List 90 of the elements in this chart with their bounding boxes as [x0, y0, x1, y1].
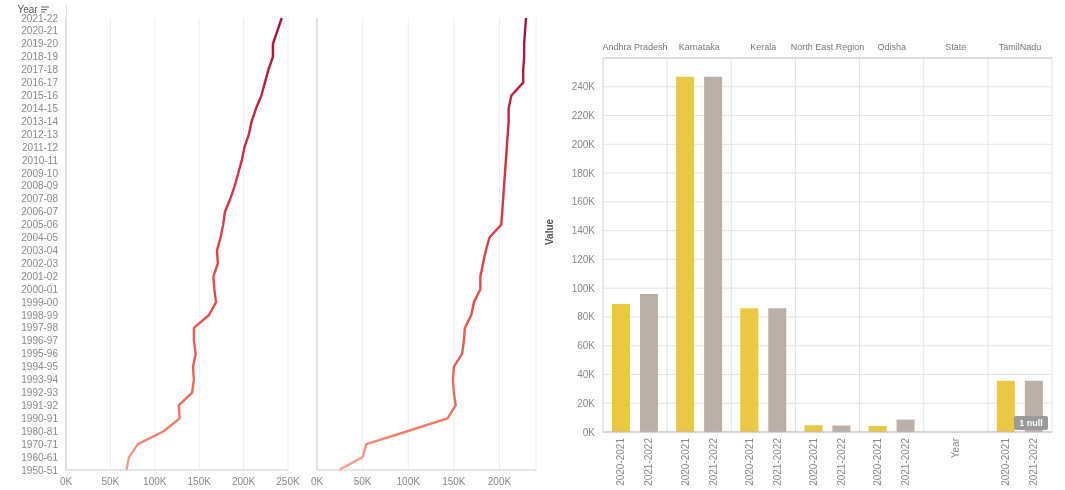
text: 2021-2022	[900, 438, 912, 486]
y-tick-label: 2016-17	[21, 77, 59, 89]
bar	[768, 308, 787, 432]
y-tick-label: 2009-10	[21, 167, 59, 179]
y-tick-label: 2007-08	[21, 193, 59, 205]
y-tick-label: 20K	[577, 397, 596, 409]
y-tick-label: 220K	[571, 110, 596, 122]
text: 2020-2021	[679, 438, 691, 486]
y-tick-label: 1999-00	[21, 296, 59, 308]
y-tick-label: 1995-96	[21, 348, 59, 360]
y-tick-label: 160K	[571, 196, 596, 208]
y-tick-label: 2002-03	[21, 257, 59, 269]
y-tick-label: 40K	[577, 369, 596, 381]
y-tick-label: 2011-12	[22, 141, 59, 153]
y-tick-label: 1980-81	[21, 425, 59, 437]
y-tick-label: 1990-91	[21, 412, 59, 424]
y-tick-label: 1998-99	[21, 309, 59, 321]
text: 2021-2022	[1028, 438, 1040, 486]
x-tick-label: North East Region	[790, 42, 865, 52]
x-tick-label: Kerala	[750, 42, 777, 52]
text: 2020-2021	[872, 438, 884, 486]
x-tick-label: 150K	[442, 476, 466, 488]
annotation: 1 null	[1019, 418, 1043, 428]
y-tick-label: 2008-09	[21, 180, 59, 192]
bar	[676, 76, 695, 432]
x-tick-label: Odisha	[877, 42, 906, 52]
y-tick-label: 1950-51	[21, 464, 59, 476]
bar	[740, 308, 759, 432]
y-tick-label: 2001-02	[21, 270, 59, 282]
y-tick-label: 2019-20	[21, 38, 59, 50]
y-tick-label: 1997-98	[21, 322, 59, 334]
x-tick-label: State	[945, 42, 967, 52]
y-tick-label: 2006-07	[21, 206, 59, 218]
x-tick-label: 250K	[276, 476, 300, 488]
y-tick-label: 2005-06	[21, 219, 59, 231]
y-tick-label: 2010-11	[22, 154, 59, 166]
x-tick-label: 150K	[187, 476, 212, 488]
y-tick-label: 140K	[571, 225, 596, 237]
y-tick-label: 1992-93	[21, 387, 59, 399]
y-tick-label: 2015-16	[21, 90, 59, 102]
bar	[704, 76, 723, 432]
y-tick-label: 2003-04	[21, 245, 59, 257]
y-tick-label: 120K	[571, 253, 596, 265]
text: 2021-2022	[707, 438, 719, 486]
text: 2021-2022	[643, 437, 655, 486]
y-tick-label: 1996-97	[21, 335, 59, 347]
x-tick-label: Karnataka	[678, 42, 720, 52]
y-axis-title: Value	[543, 218, 555, 245]
text: 2020-2021	[1000, 438, 1012, 486]
text: 2021-2022	[835, 438, 847, 486]
text: 2021-2022	[771, 438, 783, 486]
x-tick-label: 0K	[59, 476, 73, 488]
text: 2020-2021	[743, 438, 755, 486]
y-tick-label: 1993-94	[21, 374, 59, 386]
y-tick-label: 2014-15	[21, 102, 59, 114]
y-tick-label: 80K	[577, 311, 596, 323]
y-tick-label: 180K	[571, 167, 596, 179]
y-tick-label: 1970-71	[21, 438, 59, 450]
bar	[996, 380, 1015, 432]
x-tick-label: 100K	[396, 476, 421, 488]
x-tick-label: 200K	[487, 476, 512, 488]
text: Year	[950, 437, 962, 459]
text: 2020-2021	[807, 438, 819, 486]
y-tick-label: 2004-05	[21, 232, 59, 244]
y-tick-label: 2018-19	[21, 51, 59, 63]
bar	[611, 303, 630, 432]
y-tick-label: 1994-95	[21, 361, 59, 373]
x-tick-label: 200K	[231, 476, 256, 488]
y-tick-label: 2000-01	[21, 283, 59, 295]
y-tick-label: 2020-21	[21, 25, 59, 37]
y-axis-title: Year	[17, 4, 38, 15]
y-tick-label: 2017-18	[21, 64, 59, 76]
bar	[639, 293, 658, 432]
y-tick-label: 2012-13	[21, 128, 59, 140]
x-tick-label: 50K	[353, 476, 372, 488]
y-tick-label: 240K	[571, 81, 596, 93]
y-tick-label: 2021-22	[21, 12, 59, 24]
x-tick-label: 0K	[310, 476, 324, 488]
x-tick-label: Andhra Pradesh	[602, 42, 668, 52]
x-tick-label: 50K	[101, 476, 120, 488]
y-tick-label: 2013-14	[21, 115, 59, 127]
y-tick-label: 100K	[571, 282, 596, 294]
x-tick-label: 100K	[143, 476, 167, 488]
y-tick-label: 1960-61	[21, 451, 59, 463]
x-tick-label: TamilNadu	[998, 42, 1042, 52]
y-tick-label: 200K	[571, 138, 596, 150]
y-tick-label: 0K	[582, 426, 596, 438]
text: 2020-2021	[615, 437, 627, 486]
y-tick-label: 60K	[577, 340, 596, 352]
y-tick-label: 1991-92	[21, 399, 59, 411]
